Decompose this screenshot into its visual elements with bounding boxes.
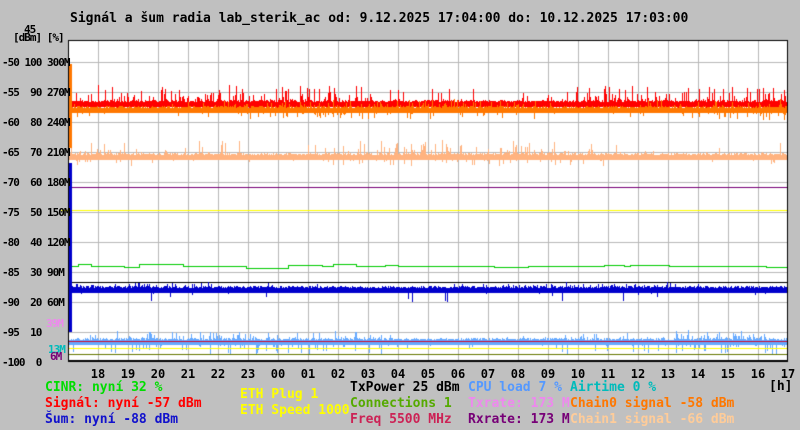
legend-connections: Connections 1	[350, 396, 452, 411]
y-axis-label: -80 40 120M	[2, 236, 70, 249]
x-axis-label: 18	[90, 367, 106, 381]
y-axis-label: -85 30 90M	[2, 266, 65, 279]
legend-sum: Šum: nyní -88 dBm	[45, 412, 179, 427]
x-axis-label: 05	[420, 367, 436, 381]
x-axis-label: 04	[390, 367, 406, 381]
y-axis-top-tick: 45	[24, 23, 36, 36]
legend-airtime: Airtime 0 %	[570, 380, 657, 395]
y-axis-label: -100 0	[2, 356, 42, 369]
y-axis-extra-label: 13M	[48, 343, 66, 356]
legend-txpower: TxPower 25 dBm	[350, 380, 460, 395]
legend-eth-plug: ETH Plug 1	[240, 387, 319, 402]
x-axis-label: 06	[450, 367, 466, 381]
y-axis-extra-label: 6M	[50, 350, 62, 363]
x-axis-label: 23	[240, 367, 256, 381]
x-axis-label: 21	[180, 367, 196, 381]
y-axis-label: -75 50 150M	[2, 206, 70, 219]
y-axis-extra-label: 39M	[46, 317, 64, 330]
legend-cinr: CINR: nyní 32 %	[45, 380, 163, 395]
legend-freq: Freq 5500 MHz	[350, 412, 452, 427]
legend-cpu-load: CPU load 7 %	[468, 380, 562, 395]
y-axis-units-header: [dBm] [%]	[13, 31, 65, 44]
x-axis-label: 15	[720, 367, 736, 381]
x-axis-label: 12	[630, 367, 646, 381]
legend-eth-speed: ETH Speed 1000	[240, 403, 350, 418]
x-axis-label: 08	[510, 367, 526, 381]
x-axis-unit-label: [h]	[769, 379, 793, 394]
legend-chain1: Chain1 signal -66 dBm	[570, 412, 735, 427]
chart-title: Signál a šum radia lab_sterik_ac od: 9.1…	[70, 11, 689, 26]
x-axis-label: 03	[360, 367, 376, 381]
x-axis-label: 01	[300, 367, 316, 381]
y-axis-label: -60 80 240M	[2, 116, 70, 129]
y-axis-label: -50 100 300M	[2, 56, 70, 69]
x-axis-label: 22	[210, 367, 226, 381]
y-axis-label: -90 20 60M	[2, 296, 65, 309]
x-axis-label: 16	[750, 367, 766, 381]
legend-rxrate: Rxrate: 173 M	[468, 412, 570, 427]
x-axis-label: 14	[690, 367, 706, 381]
x-axis-label: 19	[120, 367, 136, 381]
legend-txrate: Txrate: 173 M	[468, 396, 570, 411]
x-axis-label: 13	[660, 367, 676, 381]
x-axis-label: 00	[270, 367, 286, 381]
y-axis-label: -55 90 270M	[2, 86, 70, 99]
x-axis-label: 11	[600, 367, 616, 381]
x-axis-label: 09	[540, 367, 556, 381]
x-axis-label: 10	[570, 367, 586, 381]
legend-chain0: Chain0 signal -58 dBm	[570, 396, 735, 411]
y-axis-label: -70 60 180M	[2, 176, 70, 189]
x-axis-label: 17	[780, 367, 796, 381]
legend-signal: Signál: nyní -57 dBm	[45, 396, 202, 411]
x-axis-label: 20	[150, 367, 166, 381]
y-axis-label: -95 10	[2, 326, 42, 339]
x-axis-label: 02	[330, 367, 346, 381]
y-axis-label: -65 70 210M	[2, 146, 70, 159]
x-axis-label: 07	[480, 367, 496, 381]
